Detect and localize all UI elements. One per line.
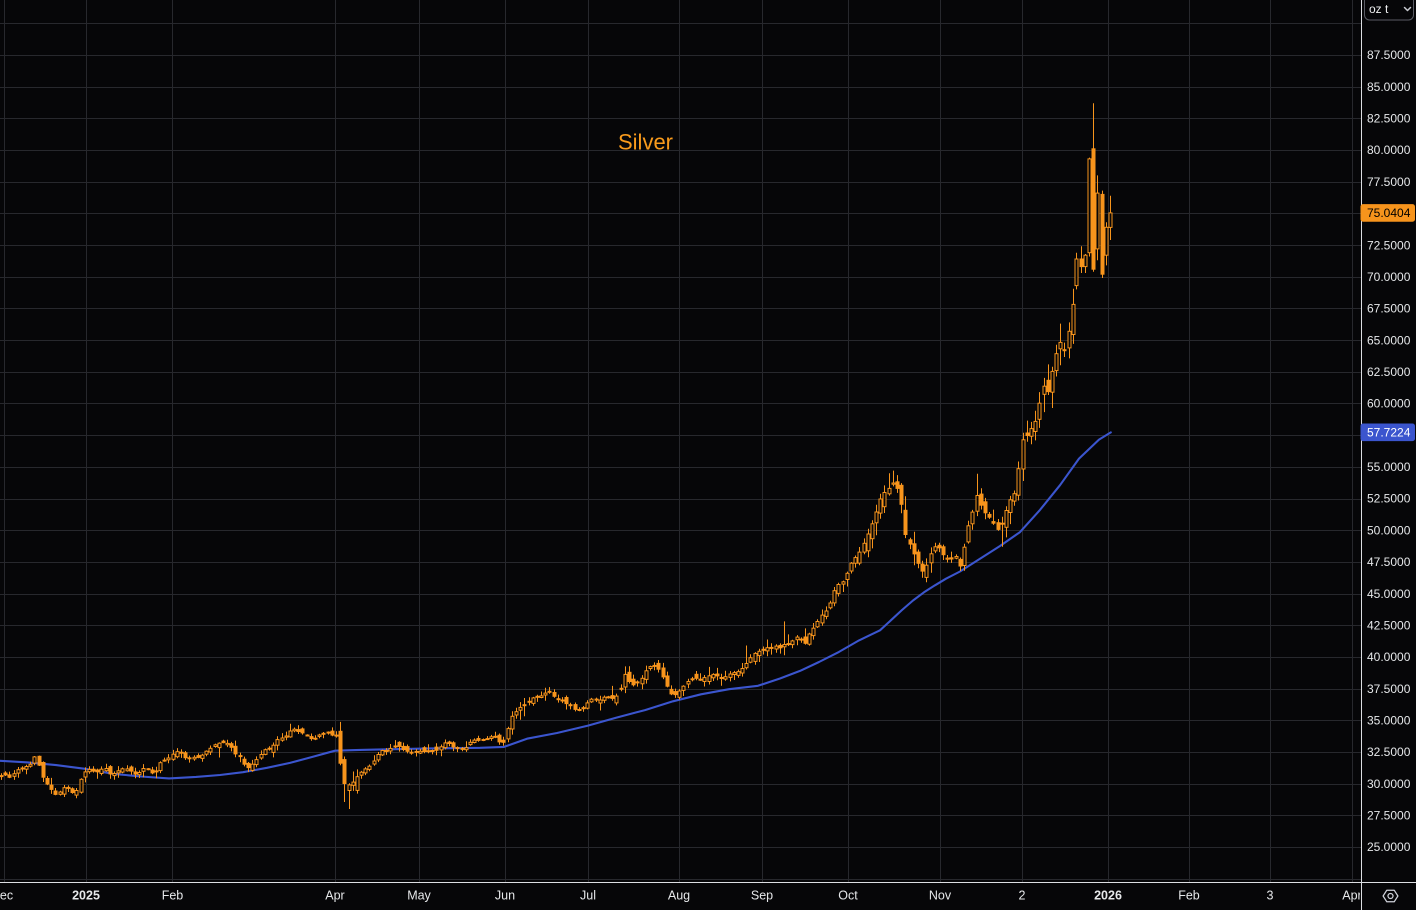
svg-text:42.5000: 42.5000: [1367, 618, 1411, 632]
svg-text:37.5000: 37.5000: [1367, 682, 1411, 696]
svg-text:May: May: [407, 889, 431, 903]
svg-text:40.0000: 40.0000: [1367, 650, 1411, 664]
svg-text:Dec: Dec: [0, 889, 13, 903]
svg-text:Sep: Sep: [751, 889, 773, 903]
svg-text:50.0000: 50.0000: [1367, 523, 1411, 537]
svg-text:60.0000: 60.0000: [1367, 397, 1411, 411]
svg-text:Nov: Nov: [929, 889, 952, 903]
svg-text:65.0000: 65.0000: [1367, 333, 1411, 347]
svg-text:Aug: Aug: [668, 889, 690, 903]
svg-text:2025: 2025: [72, 889, 100, 903]
svg-text:52.5000: 52.5000: [1367, 492, 1411, 506]
svg-text:75.0404: 75.0404: [1367, 206, 1411, 220]
svg-text:Apr: Apr: [1342, 889, 1361, 903]
svg-text:30.0000: 30.0000: [1367, 777, 1411, 791]
svg-text:Silver: Silver: [618, 130, 673, 155]
svg-text:80.0000: 80.0000: [1367, 143, 1411, 157]
svg-text:Jun: Jun: [495, 889, 515, 903]
svg-text:Feb: Feb: [1178, 889, 1200, 903]
svg-text:3: 3: [1267, 889, 1274, 903]
svg-text:70.0000: 70.0000: [1367, 270, 1411, 284]
svg-text:72.5000: 72.5000: [1367, 238, 1411, 252]
svg-text:oz t: oz t: [1369, 2, 1389, 16]
svg-text:Feb: Feb: [162, 889, 184, 903]
svg-text:32.5000: 32.5000: [1367, 745, 1411, 759]
svg-text:87.5000: 87.5000: [1367, 48, 1411, 62]
svg-text:25.0000: 25.0000: [1367, 840, 1411, 854]
svg-text:47.5000: 47.5000: [1367, 555, 1411, 569]
svg-text:57.7224: 57.7224: [1367, 426, 1411, 440]
svg-text:2: 2: [1019, 889, 1026, 903]
svg-text:85.0000: 85.0000: [1367, 80, 1411, 94]
svg-text:62.5000: 62.5000: [1367, 365, 1411, 379]
svg-text:Oct: Oct: [838, 889, 858, 903]
svg-text:67.5000: 67.5000: [1367, 302, 1411, 316]
svg-text:Apr: Apr: [325, 889, 344, 903]
svg-text:55.0000: 55.0000: [1367, 460, 1411, 474]
svg-text:45.0000: 45.0000: [1367, 587, 1411, 601]
svg-text:27.5000: 27.5000: [1367, 809, 1411, 823]
svg-text:35.0000: 35.0000: [1367, 714, 1411, 728]
svg-text:77.5000: 77.5000: [1367, 175, 1411, 189]
svg-text:Jul: Jul: [580, 889, 596, 903]
svg-text:82.5000: 82.5000: [1367, 112, 1411, 126]
svg-text:2026: 2026: [1094, 889, 1122, 903]
